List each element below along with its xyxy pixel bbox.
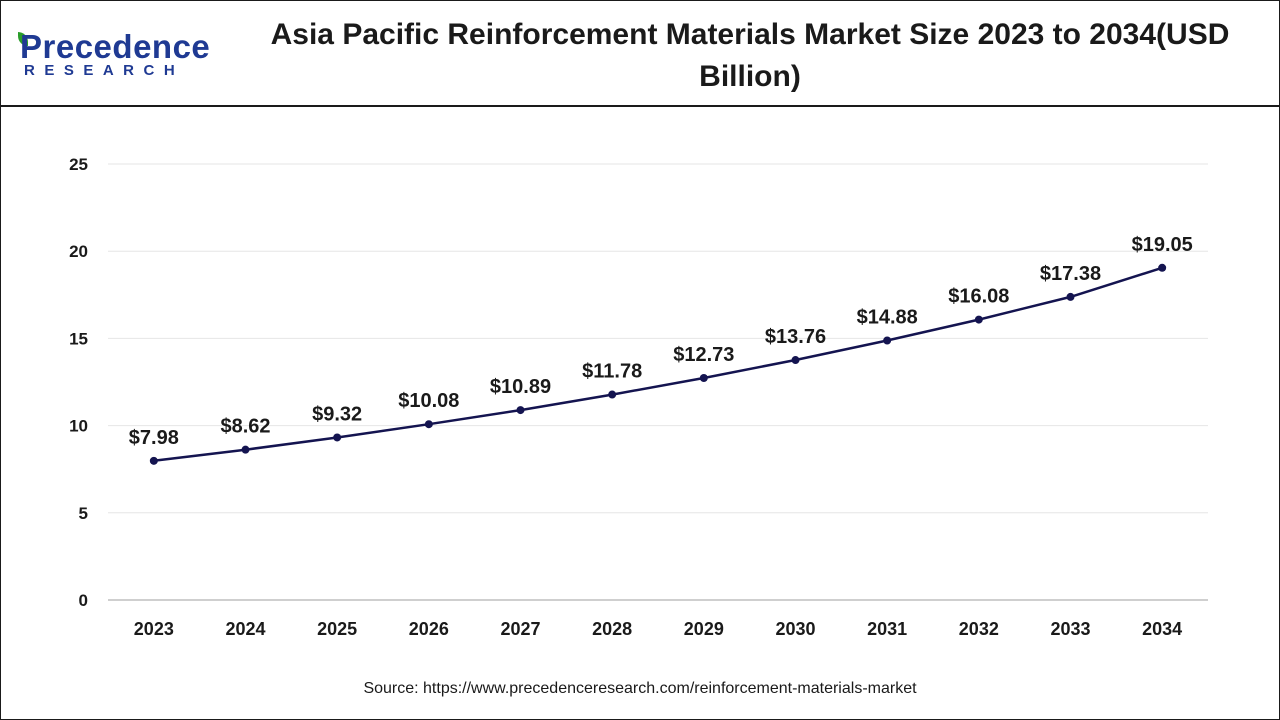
data-points bbox=[149, 263, 1167, 465]
data-point bbox=[333, 433, 342, 442]
x-tick-label: 2023 bbox=[134, 619, 174, 639]
x-tick-label: 2028 bbox=[592, 619, 632, 639]
y-tick-label: 10 bbox=[69, 417, 88, 436]
data-label: $9.32 bbox=[312, 403, 362, 425]
x-tick-label: 2031 bbox=[867, 619, 907, 639]
data-label: $10.08 bbox=[398, 390, 459, 412]
data-labels: $7.98 $8.62 $9.32 $10.08 $10.89 $11.78 $12.73 $… bbox=[129, 234, 1193, 449]
series-line bbox=[153, 266, 1163, 463]
data-label: $13.76 bbox=[765, 326, 826, 348]
x-tick-label: 2024 bbox=[225, 619, 265, 639]
x-tick-label: 2032 bbox=[959, 619, 999, 639]
logo-wordmark: Precedence bbox=[20, 28, 211, 65]
data-label: $11.78 bbox=[582, 361, 642, 383]
data-label: $12.73 bbox=[673, 344, 734, 366]
data-point bbox=[424, 420, 433, 429]
y-tick-label: 0 bbox=[79, 591, 88, 610]
source-note: Source: https://www.precedenceresearch.c… bbox=[363, 680, 917, 697]
data-label: $8.62 bbox=[220, 416, 270, 438]
data-point bbox=[241, 445, 250, 454]
data-label: $10.89 bbox=[490, 376, 551, 398]
header: Precedence RESEARCH Asia Pacific Reinfor… bbox=[0, 0, 1280, 107]
data-point bbox=[1158, 263, 1167, 272]
data-point bbox=[516, 406, 525, 415]
precedence-research-logo: Precedence RESEARCH bbox=[18, 28, 220, 84]
data-label: $16.08 bbox=[948, 286, 1009, 308]
y-tick-label: 20 bbox=[69, 242, 88, 261]
x-tick-label: 2026 bbox=[409, 619, 449, 639]
x-tick-label: 2033 bbox=[1050, 619, 1090, 639]
data-point bbox=[1066, 292, 1075, 301]
data-point bbox=[699, 373, 708, 382]
data-point bbox=[149, 456, 158, 465]
data-label: $17.38 bbox=[1040, 263, 1101, 285]
data-point bbox=[974, 315, 983, 324]
data-point bbox=[791, 356, 800, 365]
chart-title: Asia Pacific Reinforcement Materials Mar… bbox=[270, 18, 1230, 93]
data-label: $14.88 bbox=[857, 306, 918, 328]
x-tick-label: 2025 bbox=[317, 619, 357, 639]
data-label: $7.98 bbox=[129, 427, 179, 449]
data-label: $19.05 bbox=[1132, 234, 1193, 256]
leaf-icon bbox=[18, 32, 28, 46]
y-tick-label: 15 bbox=[69, 329, 88, 348]
logo-subtext: RESEARCH bbox=[24, 62, 185, 79]
x-tick-label: 2034 bbox=[1142, 619, 1182, 639]
data-point bbox=[883, 336, 892, 345]
data-point bbox=[608, 390, 617, 399]
x-tick-label: 2027 bbox=[500, 619, 540, 639]
gridlines bbox=[108, 163, 1208, 601]
y-axis-ticks: 0 5 10 15 20 25 bbox=[69, 155, 88, 610]
y-tick-label: 5 bbox=[79, 504, 88, 523]
x-tick-label: 2029 bbox=[684, 619, 724, 639]
x-axis-ticks: 2023 2024 2025 2026 2027 2028 2029 2030 2031 2032… bbox=[134, 619, 1182, 639]
x-tick-label: 2030 bbox=[775, 619, 815, 639]
y-tick-label: 25 bbox=[69, 155, 88, 174]
